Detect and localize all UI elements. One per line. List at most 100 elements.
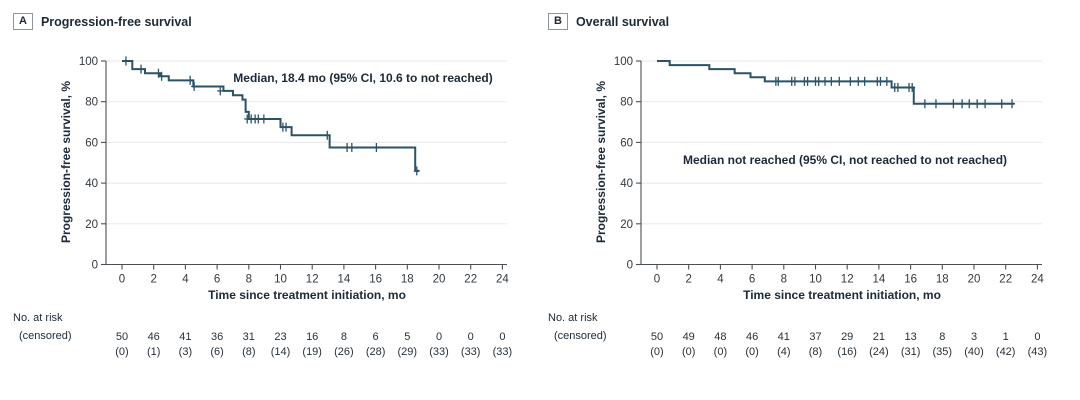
svg-text:0: 0 xyxy=(119,274,125,286)
x-axis-ticks: 0 2 4 6 8 10 12 14 16 18 20 22 24 xyxy=(119,264,509,286)
svg-text:5: 5 xyxy=(404,331,410,343)
svg-text:22: 22 xyxy=(999,274,1012,286)
svg-text:16: 16 xyxy=(306,331,318,343)
svg-text:48: 48 xyxy=(714,331,726,343)
svg-text:(33): (33) xyxy=(429,346,449,358)
panel-a-median-annotation: Median, 18.4 mo (95% CI, 10.6 to not rea… xyxy=(233,71,493,85)
svg-text:12: 12 xyxy=(841,274,854,286)
svg-text:20: 20 xyxy=(85,219,98,231)
at-risk-values: 50 (0) 49 (0) 48 (0) 46 (0) 41 (4) 37 (8) 29 (16) 21 (2… xyxy=(650,331,1047,358)
svg-text:(43): (43) xyxy=(1028,346,1048,358)
svg-text:20: 20 xyxy=(620,219,633,231)
svg-text:6: 6 xyxy=(214,274,220,286)
svg-text:14: 14 xyxy=(873,274,886,286)
panel-b-at-risk-label: No. at risk xyxy=(548,312,598,324)
svg-text:41: 41 xyxy=(179,331,191,343)
svg-text:22: 22 xyxy=(464,274,477,286)
svg-text:18: 18 xyxy=(401,274,414,286)
svg-text:24: 24 xyxy=(1031,274,1044,286)
svg-text:40: 40 xyxy=(85,178,98,190)
svg-text:40: 40 xyxy=(620,178,633,190)
panel-b-x-axis-label: Time since treatment initiation, mo xyxy=(743,288,941,302)
panel-b-title: Overall survival xyxy=(575,14,670,29)
svg-text:14: 14 xyxy=(338,274,351,286)
svg-text:8: 8 xyxy=(939,331,945,343)
axes xyxy=(640,61,1042,266)
panel-a-x-axis-label: Time since treatment initiation, mo xyxy=(208,288,406,302)
svg-text:100: 100 xyxy=(79,56,98,68)
svg-text:2: 2 xyxy=(685,274,691,286)
svg-text:49: 49 xyxy=(683,331,695,343)
svg-text:(42): (42) xyxy=(996,346,1016,358)
svg-text:46: 46 xyxy=(746,331,758,343)
panel-a-header: A Progression-free survival xyxy=(13,13,192,30)
y-axis-ticks: 0 20 40 60 80 100 xyxy=(79,56,106,272)
svg-text:0: 0 xyxy=(436,331,442,343)
svg-text:0: 0 xyxy=(627,260,633,272)
svg-text:23: 23 xyxy=(274,331,286,343)
panel-b-letter-badge: B xyxy=(548,13,568,30)
svg-text:37: 37 xyxy=(809,331,821,343)
x-axis-ticks: 0 2 4 6 8 10 12 14 16 18 20 22 24 xyxy=(654,264,1044,286)
at-risk-values: 50(0)46(1)41(3)36(6)31(8)23(14)16(19)8(2… xyxy=(115,331,512,358)
svg-text:100: 100 xyxy=(614,56,633,68)
svg-text:31: 31 xyxy=(243,331,255,343)
svg-text:20: 20 xyxy=(433,274,446,286)
gridlines xyxy=(106,60,507,225)
svg-text:13: 13 xyxy=(904,331,916,343)
svg-text:41: 41 xyxy=(778,331,790,343)
panel-a-letter-badge: A xyxy=(13,13,33,30)
svg-text:8: 8 xyxy=(246,274,252,286)
svg-text:(0): (0) xyxy=(714,346,727,358)
svg-text:50: 50 xyxy=(651,331,663,343)
svg-text:0: 0 xyxy=(468,331,474,343)
panel-b-censored-label: (censored) xyxy=(554,330,607,342)
panel-a-censored-label: (censored) xyxy=(19,330,72,342)
gridlines xyxy=(641,60,1042,225)
censor-marks xyxy=(122,56,420,176)
svg-text:1: 1 xyxy=(1003,331,1009,343)
svg-text:(8): (8) xyxy=(809,346,822,358)
svg-text:2: 2 xyxy=(150,274,156,286)
svg-text:10: 10 xyxy=(809,274,822,286)
svg-text:36: 36 xyxy=(211,331,223,343)
svg-text:12: 12 xyxy=(306,274,319,286)
svg-text:(28): (28) xyxy=(366,346,386,358)
svg-text:(40): (40) xyxy=(964,346,984,358)
svg-text:60: 60 xyxy=(620,137,633,149)
svg-text:(33): (33) xyxy=(493,346,513,358)
panel-b-median-annotation: Median not reached (95% CI, not reached … xyxy=(682,153,1008,167)
svg-text:80: 80 xyxy=(620,97,633,109)
svg-text:(0): (0) xyxy=(682,346,695,358)
svg-text:6: 6 xyxy=(749,274,755,286)
svg-text:29: 29 xyxy=(841,331,853,343)
axes xyxy=(105,61,507,266)
svg-text:3: 3 xyxy=(971,331,977,343)
svg-text:4: 4 xyxy=(182,274,189,286)
panel-b-header: B Overall survival xyxy=(548,13,669,30)
svg-text:8: 8 xyxy=(341,331,347,343)
panel-a-at-risk-label: No. at risk xyxy=(13,312,63,324)
svg-text:10: 10 xyxy=(274,274,287,286)
svg-text:(14): (14) xyxy=(271,346,291,358)
svg-text:18: 18 xyxy=(936,274,949,286)
svg-text:(35): (35) xyxy=(933,346,953,358)
svg-text:0: 0 xyxy=(1034,331,1040,343)
svg-text:(19): (19) xyxy=(302,346,322,358)
svg-text:46: 46 xyxy=(148,331,160,343)
svg-text:8: 8 xyxy=(781,274,787,286)
svg-text:(33): (33) xyxy=(461,346,481,358)
panel-overall-survival: B Overall survival Progression-free surv… xyxy=(535,0,1080,400)
svg-text:(4): (4) xyxy=(777,346,790,358)
svg-text:(3): (3) xyxy=(179,346,192,358)
svg-text:(8): (8) xyxy=(242,346,255,358)
y-axis-ticks: 0 20 40 60 80 100 xyxy=(614,56,641,272)
svg-text:(24): (24) xyxy=(869,346,889,358)
svg-text:4: 4 xyxy=(717,274,724,286)
svg-text:(0): (0) xyxy=(650,346,663,358)
svg-text:(16): (16) xyxy=(837,346,857,358)
svg-text:(6): (6) xyxy=(210,346,223,358)
